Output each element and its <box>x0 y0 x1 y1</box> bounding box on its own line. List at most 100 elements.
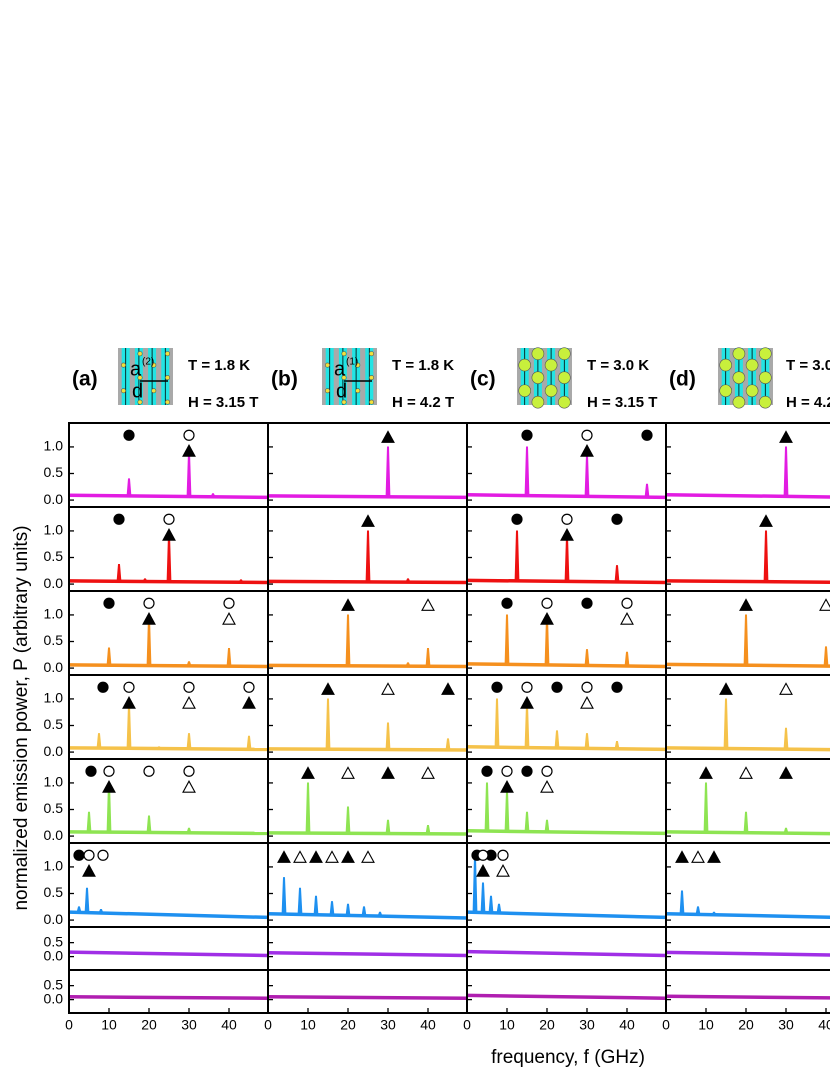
open-triangle <box>325 850 339 863</box>
open-triangle <box>691 850 705 863</box>
peak <box>377 911 383 917</box>
baseline <box>267 950 468 958</box>
peak <box>514 530 520 582</box>
peak <box>480 882 486 913</box>
open-circle <box>163 513 175 525</box>
inset-dot <box>137 399 143 405</box>
peak <box>186 661 192 667</box>
filled-triangle <box>675 850 689 863</box>
inset-dot <box>121 388 127 394</box>
peak <box>425 825 431 835</box>
inset-dot <box>557 371 571 384</box>
open-triangle <box>182 696 196 709</box>
filled-circle <box>641 429 653 441</box>
open-circle <box>183 429 195 441</box>
peak <box>246 735 252 750</box>
x-axis-label: frequency, f (GHz) <box>491 1047 645 1068</box>
filled-triangle <box>580 444 594 457</box>
inset-dot <box>745 358 759 372</box>
peak <box>365 530 371 583</box>
peak <box>329 901 335 916</box>
peak <box>445 738 451 751</box>
filled-triangle <box>142 612 156 625</box>
inset-dot <box>719 384 733 398</box>
inset-dot <box>544 384 558 398</box>
temperature-label: T = 1.8 K <box>188 357 250 374</box>
filled-triangle <box>242 696 256 709</box>
open-triangle <box>222 612 236 625</box>
peak <box>783 727 789 750</box>
peak <box>76 906 82 913</box>
plot-frame <box>665 926 830 971</box>
peak <box>146 815 152 833</box>
peak <box>564 535 570 582</box>
filled-circle <box>113 513 125 525</box>
open-circle <box>243 681 255 693</box>
inset-dot <box>324 362 330 368</box>
inset-dot <box>341 375 347 381</box>
y-tick-label: 1.0 <box>44 522 64 538</box>
filled-triangle <box>361 514 375 527</box>
temperature-label: T = 3.0 K <box>786 357 830 374</box>
x-tick-label: 40 <box>619 1017 635 1033</box>
inset-label: d <box>132 380 143 402</box>
y-tick-label: 0.5 <box>44 976 64 992</box>
peak <box>385 819 391 834</box>
x-tick-label: 20 <box>141 1017 157 1033</box>
x-tick-label: 10 <box>499 1017 515 1033</box>
filled-triangle <box>441 682 455 695</box>
x-tick-label: 40 <box>420 1017 436 1033</box>
filled-triangle <box>82 864 96 877</box>
open-circle <box>223 597 235 609</box>
peak <box>743 614 749 666</box>
plot-frame <box>466 590 667 676</box>
baseline <box>665 662 830 668</box>
open-circle <box>541 765 553 777</box>
baseline <box>267 747 468 752</box>
peak <box>624 651 630 667</box>
peak <box>98 909 104 914</box>
peak <box>281 877 287 915</box>
peak <box>142 578 148 582</box>
x-tick-label: 20 <box>539 1017 555 1033</box>
baseline <box>665 950 830 957</box>
baseline <box>68 995 269 1000</box>
peak <box>305 782 311 834</box>
peak <box>156 746 162 749</box>
inset-dot <box>137 351 143 357</box>
peak <box>116 564 122 582</box>
inset-dot <box>341 399 347 405</box>
peak <box>524 703 530 748</box>
inset-label: (1) <box>346 357 358 368</box>
plot-frame <box>466 969 667 1014</box>
baseline <box>466 493 667 500</box>
y-tick-label: 0.0 <box>44 743 64 759</box>
filled-triangle <box>277 850 291 863</box>
peak <box>783 446 789 497</box>
y-tick-label: 0.0 <box>44 659 64 675</box>
filled-triangle <box>341 850 355 863</box>
panel-label: (c) <box>470 368 496 391</box>
open-triangle <box>540 780 554 793</box>
inset-dot <box>368 351 374 357</box>
open-circle <box>183 681 195 693</box>
inset-label: a <box>334 358 346 380</box>
filled-triangle <box>381 430 395 443</box>
peak <box>584 454 590 497</box>
peak <box>488 895 494 914</box>
x-tick-label: 30 <box>579 1017 595 1033</box>
open-triangle <box>739 766 753 779</box>
peak <box>614 741 620 750</box>
x-tick-label: 0 <box>463 1017 471 1033</box>
open-circle <box>103 765 115 777</box>
peak <box>743 811 749 834</box>
peak <box>496 903 502 914</box>
peak <box>186 733 192 750</box>
plot-frame <box>267 926 468 971</box>
filled-triangle <box>739 598 753 611</box>
peak <box>544 819 550 833</box>
panel-label: (d) <box>669 368 696 391</box>
filled-circle <box>511 513 523 525</box>
